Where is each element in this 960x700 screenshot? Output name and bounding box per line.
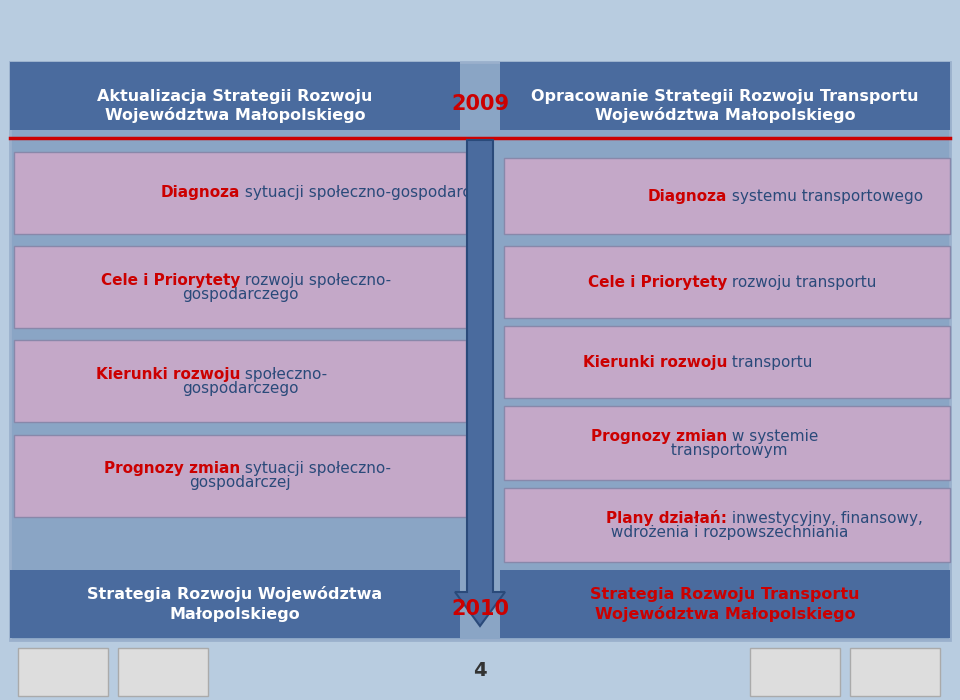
Text: w systemie: w systemie	[727, 428, 818, 444]
FancyBboxPatch shape	[14, 246, 466, 328]
Text: Prognozy zmian: Prognozy zmian	[104, 461, 240, 477]
Text: Cele i Priorytety: Cele i Priorytety	[101, 272, 240, 288]
Text: Diagnoza: Diagnoza	[648, 188, 727, 204]
FancyBboxPatch shape	[504, 406, 950, 480]
Text: społeczno-: społeczno-	[240, 367, 327, 382]
FancyBboxPatch shape	[850, 648, 940, 696]
Text: 2009: 2009	[451, 94, 509, 114]
FancyBboxPatch shape	[504, 326, 950, 398]
Text: wdrożenia i rozpowszechniania: wdrożenia i rozpowszechniania	[606, 524, 849, 540]
Text: Województwa Małopolskiego: Województwa Małopolskiego	[594, 107, 855, 123]
Text: Województwa Małopolskiego: Województwa Małopolskiego	[105, 107, 366, 123]
Text: sytuacji społeczno-: sytuacji społeczno-	[240, 461, 391, 477]
Text: Województwa Małopolskiego: Województwa Małopolskiego	[594, 606, 855, 622]
FancyBboxPatch shape	[750, 648, 840, 696]
Text: Małopolskiego: Małopolskiego	[170, 606, 300, 622]
Polygon shape	[455, 140, 505, 626]
Text: Diagnoza: Diagnoza	[160, 186, 240, 200]
Text: rozwoju społeczno-: rozwoju społeczno-	[240, 272, 391, 288]
Text: transportu: transportu	[727, 354, 812, 370]
FancyBboxPatch shape	[14, 435, 466, 517]
FancyBboxPatch shape	[118, 648, 208, 696]
Text: Opracowanie Strategii Rozwoju Transportu: Opracowanie Strategii Rozwoju Transportu	[531, 88, 919, 104]
FancyBboxPatch shape	[14, 340, 466, 422]
FancyBboxPatch shape	[500, 570, 950, 638]
Text: inwestycyjny, finansowy,: inwestycyjny, finansowy,	[727, 510, 923, 526]
Text: Aktualizacja Strategii Rozwoju: Aktualizacja Strategii Rozwoju	[97, 88, 372, 104]
FancyBboxPatch shape	[14, 152, 466, 234]
FancyBboxPatch shape	[504, 158, 950, 234]
FancyBboxPatch shape	[10, 62, 460, 130]
Text: gospodarczego: gospodarczego	[181, 286, 299, 302]
Text: 2010: 2010	[451, 599, 509, 619]
Text: Strategia Rozwoju Województwa: Strategia Rozwoju Województwa	[87, 586, 383, 602]
Text: sytuacji społeczno-gospodarczej: sytuacji społeczno-gospodarczej	[240, 186, 492, 200]
Text: Kierunki rozwoju: Kierunki rozwoju	[96, 367, 240, 382]
FancyBboxPatch shape	[18, 648, 108, 696]
Text: Strategia Rozwoju Transportu: Strategia Rozwoju Transportu	[590, 587, 860, 601]
Text: Prognozy zmian: Prognozy zmian	[590, 428, 727, 444]
Text: 4: 4	[473, 661, 487, 680]
Text: transportowym: transportowym	[666, 442, 788, 458]
Text: gospodarczego: gospodarczego	[181, 381, 299, 395]
Text: Cele i Priorytety: Cele i Priorytety	[588, 274, 727, 290]
Text: systemu transportowego: systemu transportowego	[727, 188, 924, 204]
FancyBboxPatch shape	[10, 62, 950, 640]
Text: rozwoju transportu: rozwoju transportu	[727, 274, 876, 290]
Text: gospodarczej: gospodarczej	[189, 475, 291, 491]
Text: Kierunki rozwoju: Kierunki rozwoju	[583, 354, 727, 370]
FancyBboxPatch shape	[504, 488, 950, 562]
Text: Plany działań:: Plany działań:	[606, 510, 727, 526]
FancyBboxPatch shape	[500, 62, 950, 130]
FancyBboxPatch shape	[504, 246, 950, 318]
FancyBboxPatch shape	[10, 570, 460, 638]
